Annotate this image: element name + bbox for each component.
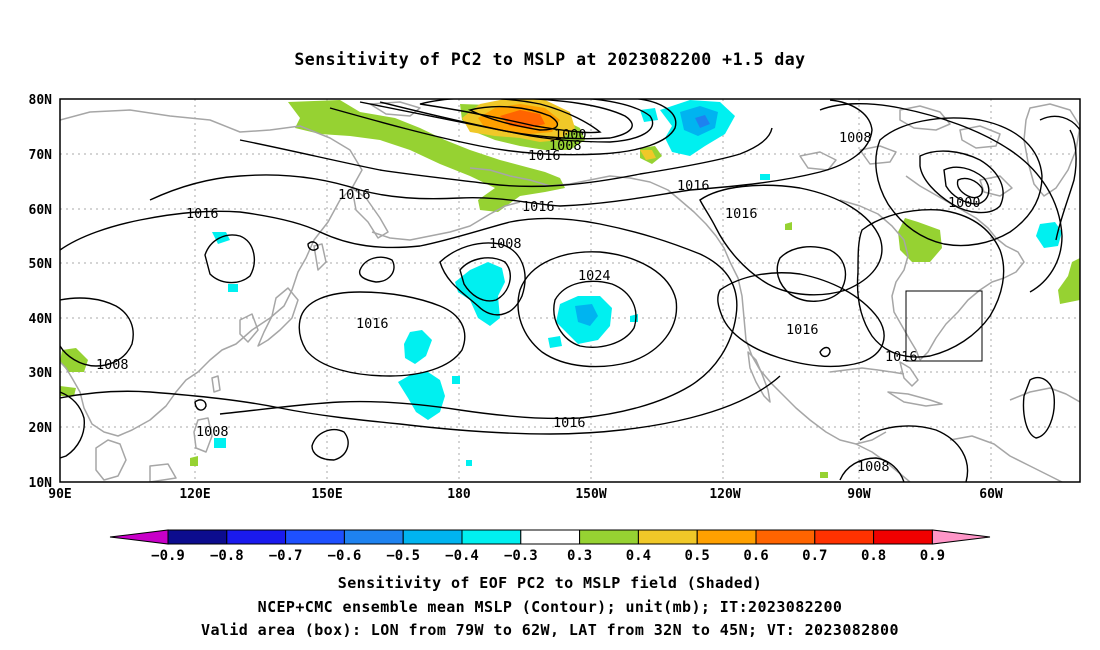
colorbar-swatch — [402, 529, 463, 545]
coast-borneo — [149, 463, 177, 482]
contour-label: 1016 — [186, 206, 219, 222]
coast-aleutians — [371, 201, 521, 241]
negative-shade-westpac — [404, 330, 432, 364]
map-frame — [59, 98, 1081, 483]
colorbar-label: −0.4 — [445, 548, 479, 564]
colorbar: −0.9 −0.8 −0.7 −0.6 −0.5 −0.4 −0.3 0.3 0.4 0.5 0.6… — [109, 529, 991, 564]
lon-tick-label: 120E — [179, 487, 210, 502]
colorbar-swatch — [285, 529, 345, 545]
lon-tick-label: 60W — [979, 487, 1003, 502]
lat-tick-label: 10N — [29, 476, 53, 491]
colorbar-label: 0.9 — [920, 548, 945, 564]
coast-sakhalin — [313, 243, 327, 271]
contour-label: 1024 — [578, 268, 611, 284]
contour-label: 1016 — [786, 322, 819, 338]
lon-tick-label: 90W — [847, 487, 871, 502]
contour-label: 1008 — [489, 236, 522, 252]
lat-tick-label: 80N — [29, 93, 53, 108]
colorbar-label: −0.3 — [504, 548, 538, 564]
colorbar-swatch — [461, 529, 522, 545]
lat-tick-label: 60N — [29, 203, 53, 218]
map-title: Sensitivity of PC2 to MSLP at 2023082200… — [294, 50, 806, 69]
colorbar-swatch — [873, 529, 933, 545]
colorbar-swatch — [696, 529, 757, 545]
positive-shade-indochina-2 — [60, 386, 76, 396]
caption-shading: Sensitivity of EOF PC2 to MSLP field (Sh… — [337, 574, 763, 592]
negative-shade-midpac — [455, 262, 505, 326]
coast-taiwan — [211, 375, 221, 393]
coast-korea — [239, 313, 259, 343]
lat-tick-label: 70N — [29, 148, 53, 163]
coast-japan — [257, 287, 299, 347]
lon-tick-label: 150W — [575, 487, 606, 502]
colorbar-low-end — [109, 529, 169, 545]
positive-shade-hudson — [898, 218, 942, 262]
contour-label: 1008 — [96, 357, 129, 373]
coast-south-america — [949, 435, 1063, 482]
coast-philippines — [193, 417, 213, 453]
contour-label: 1016 — [885, 349, 918, 365]
contour-label: 1000 — [948, 195, 981, 211]
contour-label: 1016 — [677, 178, 710, 194]
contour-label: 1008 — [857, 459, 890, 475]
caption-valid-area: Valid area (box): LON from 79W to 62W, L… — [201, 621, 899, 639]
lon-tick-label: 120W — [709, 487, 740, 502]
coast-cuba — [887, 391, 943, 407]
colorbar-label: 0.7 — [802, 548, 827, 564]
longitude-axis: 90E 120E 150E 180 150W 120W 90W 60W — [48, 487, 1003, 502]
latitude-axis: 80N 70N 60N 50N 40N 30N 20N 10N — [29, 93, 53, 491]
contour-label: 1016 — [356, 316, 389, 332]
valid-area-box — [905, 290, 983, 362]
contour-label: 1008 — [196, 424, 229, 440]
coast-indochina — [95, 439, 127, 481]
colorbar-swatch — [520, 529, 581, 545]
contour-label: 1008 — [549, 138, 582, 154]
colorbar-swatch — [226, 529, 287, 545]
colorbar-high-end — [931, 529, 991, 545]
colorbar-swatch — [755, 529, 816, 545]
sensitivity-map: 1000 1008 1016 1016 1016 1016 1016 1016 … — [29, 93, 1081, 564]
contour-label: 1016 — [725, 206, 758, 222]
coast-hudson — [839, 199, 921, 361]
caption-contour: NCEP+CMC ensemble mean MSLP (Contour); u… — [257, 598, 843, 616]
colorbar-label: −0.5 — [386, 548, 420, 564]
contour-label: 1016 — [553, 415, 586, 431]
lat-tick-label: 40N — [29, 312, 53, 327]
coast-baja — [747, 351, 771, 403]
colorbar-swatch — [814, 529, 875, 545]
lon-tick-label: 150E — [311, 487, 342, 502]
coast-arctic-islands — [899, 105, 951, 131]
mslp-contours — [60, 99, 1080, 482]
positive-shade-atlantic — [1058, 258, 1080, 304]
lat-tick-label: 50N — [29, 257, 53, 272]
contour-label: 1016 — [522, 199, 555, 215]
coast-alaska — [469, 167, 887, 445]
coast-central-america — [855, 443, 911, 482]
colorbar-swatch — [167, 529, 228, 545]
colorbar-label: −0.6 — [328, 548, 362, 564]
colorbar-label: −0.8 — [210, 548, 244, 564]
colorbar-label: 0.4 — [626, 548, 651, 564]
lat-tick-label: 30N — [29, 366, 53, 381]
contour-label: 1016 — [338, 187, 371, 203]
contour-label: 1000 — [554, 127, 587, 143]
colorbar-label: 0.3 — [567, 548, 592, 564]
colorbar-label: 0.8 — [861, 548, 886, 564]
colorbar-label: 0.6 — [743, 548, 768, 564]
contour-label: 1016 — [528, 148, 561, 164]
colorbar-swatch — [637, 529, 698, 545]
colorbar-label: −0.7 — [269, 548, 303, 564]
colorbar-swatch — [579, 529, 639, 545]
colorbar-swatch — [343, 529, 404, 545]
lon-tick-label: 180 — [447, 487, 471, 502]
lon-tick-label: 90E — [48, 487, 71, 502]
coast-gulf — [829, 367, 905, 375]
coast-florida — [899, 361, 919, 387]
contour-label: 1008 — [839, 130, 872, 146]
lat-tick-label: 20N — [29, 421, 53, 436]
colorbar-label: 0.5 — [685, 548, 710, 564]
colorbar-label: −0.9 — [151, 548, 185, 564]
contour-labels: 1000 1008 1016 1016 1016 1016 1016 1016 … — [96, 127, 981, 475]
coast-asia — [60, 109, 363, 437]
